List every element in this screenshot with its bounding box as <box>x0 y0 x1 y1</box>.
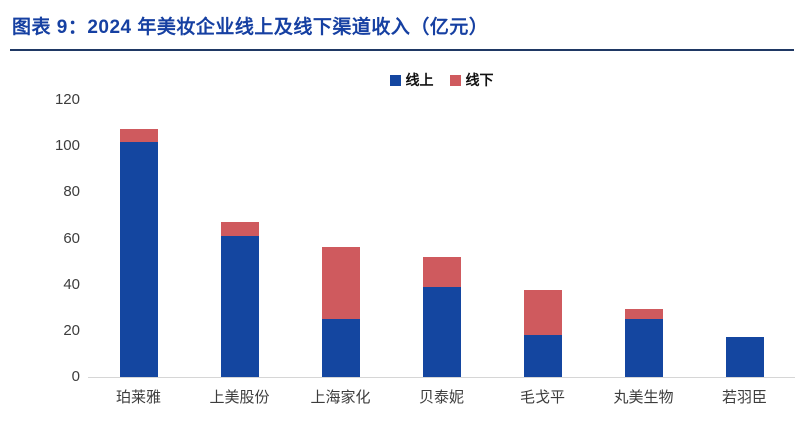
stacked-bar <box>624 308 663 377</box>
y-tick-label: 40 <box>63 275 80 293</box>
x-axis-line <box>88 377 795 378</box>
legend-item-线上: 线上 <box>389 70 434 90</box>
bar-group-6 <box>593 100 694 377</box>
bar-group-1 <box>88 100 189 377</box>
stacked-bar <box>321 246 360 377</box>
y-tick-label: 0 <box>71 368 80 385</box>
bar-segment-线上 <box>624 319 663 377</box>
legend-item-线下: 线下 <box>449 70 494 90</box>
bar-segment-线下 <box>624 308 663 320</box>
legend-label: 线上 <box>405 72 434 88</box>
stacked-bar <box>422 256 461 377</box>
stacked-bar <box>725 336 764 377</box>
bar-segment-线下 <box>321 246 360 320</box>
figure-title: 图表 9：2024 年美妆企业线上及线下渠道收入（亿元） <box>12 17 489 38</box>
stacked-bar <box>523 290 562 377</box>
legend-swatch-icon <box>449 74 461 86</box>
x-axis-label: 珀莱雅 <box>115 389 161 406</box>
x-axis-label: 丸美生物 <box>613 389 674 406</box>
bar-segment-线上 <box>220 236 259 377</box>
x-axis-labels: 珀莱雅 上美股份 上海家化 贝泰妮 毛戈平 丸美生物 若羽臣 <box>88 386 795 407</box>
bar-segment-线上 <box>321 319 360 377</box>
legend-label: 线下 <box>465 72 494 88</box>
stacked-bar <box>119 128 158 377</box>
bar-segment-线上 <box>523 335 562 377</box>
y-tick-label: 120 <box>54 91 80 108</box>
y-tick-label: 100 <box>54 137 80 155</box>
x-axis-label: 毛戈平 <box>519 389 565 406</box>
x-axis-label: 贝泰妮 <box>418 389 464 406</box>
plot-area <box>88 100 795 377</box>
bar-segment-线下 <box>523 290 562 336</box>
bar-segment-线下 <box>422 256 461 287</box>
chart-legend: 线上 线下 <box>88 71 795 89</box>
x-axis-label: 上美股份 <box>209 389 270 406</box>
bar-group-4 <box>391 100 492 377</box>
bar-group-7 <box>694 100 795 377</box>
bar-group-2 <box>189 100 290 377</box>
legend-swatch-icon <box>389 74 401 86</box>
bar-group-3 <box>290 100 391 377</box>
y-tick-label: 20 <box>63 321 80 339</box>
y-tick-label: 60 <box>63 229 80 247</box>
bar-group-5 <box>492 100 593 377</box>
stacked-bar <box>220 222 259 377</box>
bar-segment-线上 <box>422 286 461 377</box>
bar-segment-线下 <box>220 222 259 237</box>
x-axis-label: 若羽臣 <box>721 389 767 406</box>
title-underline <box>10 49 794 51</box>
bar-segment-线下 <box>119 128 158 142</box>
y-tick-label: 80 <box>63 183 80 201</box>
x-axis-label: 上海家化 <box>310 389 371 406</box>
bar-segment-线上 <box>119 141 158 377</box>
bar-segment-线上 <box>725 336 764 377</box>
